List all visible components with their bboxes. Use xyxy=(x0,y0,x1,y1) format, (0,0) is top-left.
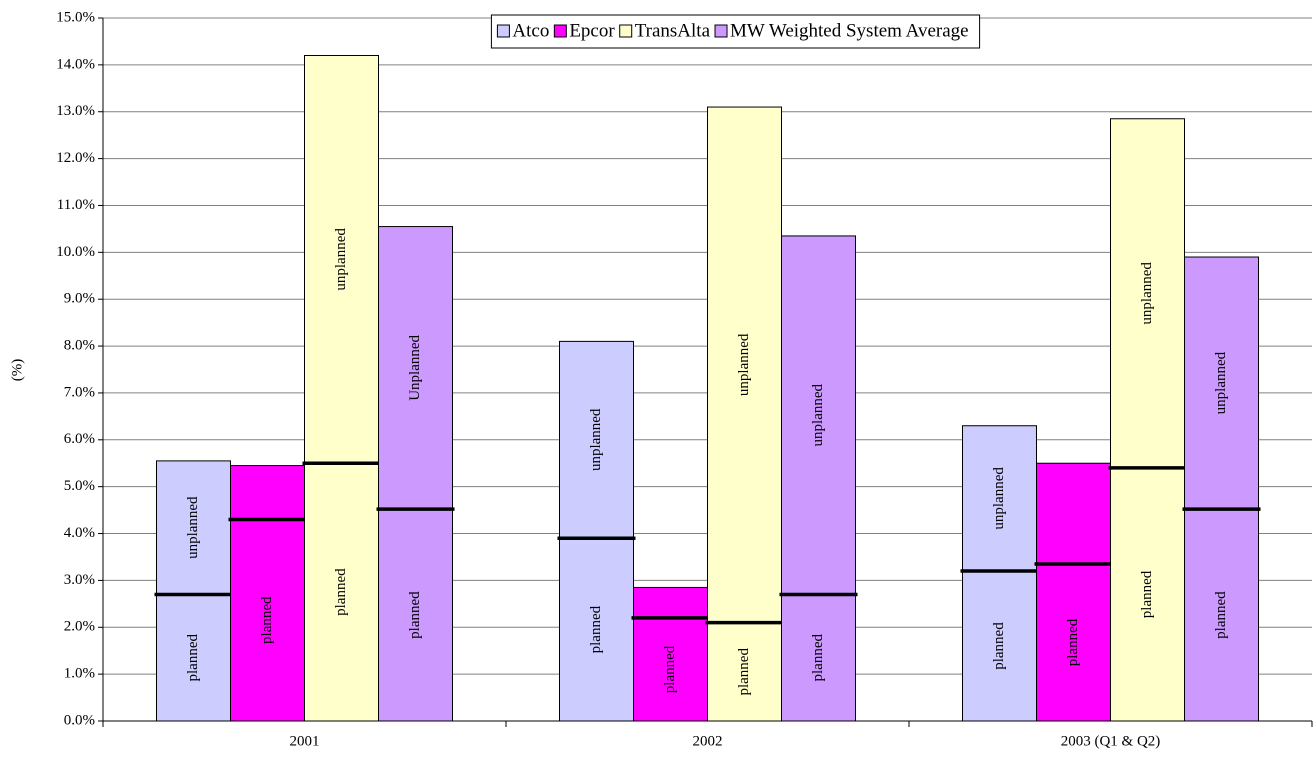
segment-label: unplanned xyxy=(1139,262,1155,325)
bar-planned xyxy=(378,508,453,722)
segment-label: planned xyxy=(185,633,201,681)
bar-planned xyxy=(633,617,708,722)
y-tick-label: 3.0% xyxy=(64,572,95,588)
legend-box xyxy=(490,14,981,49)
segment-label: planned xyxy=(407,591,423,639)
y-tick-label: 12.0% xyxy=(56,150,95,166)
x-tick-label: 2001 xyxy=(290,733,320,749)
bar-unplanned xyxy=(304,54,379,464)
bar-unplanned xyxy=(559,340,634,539)
legend-swatch xyxy=(619,24,633,38)
bar-unplanned xyxy=(156,460,231,595)
bar-unplanned xyxy=(378,226,453,510)
y-tick-label: 9.0% xyxy=(64,291,95,307)
bar-planned xyxy=(1036,563,1111,722)
y-tick-label: 8.0% xyxy=(64,338,95,354)
y-tick-label: 7.0% xyxy=(64,384,95,400)
legend-label: MW Weighted System Average xyxy=(730,20,969,41)
segment-label: planned xyxy=(810,633,826,681)
bar-unplanned xyxy=(1036,462,1111,565)
legend-swatch xyxy=(553,24,567,38)
legend: Atco Epcor TransAlta MW Weighted System Ave… xyxy=(490,14,981,49)
segment-label: planned xyxy=(662,645,678,693)
segment-label: unplanned xyxy=(810,383,826,446)
bar-unplanned xyxy=(781,235,856,595)
segment-label: planned xyxy=(259,596,275,644)
y-axis-label: (%) xyxy=(9,359,25,382)
segment-label: planned xyxy=(333,568,349,616)
legend-swatch xyxy=(496,24,510,38)
bar-planned xyxy=(962,570,1037,722)
y-tick-label: 14.0% xyxy=(56,56,95,72)
legend-label: TransAlta xyxy=(635,20,711,41)
bar-unplanned xyxy=(707,106,782,624)
bar-unplanned xyxy=(230,465,305,520)
y-tick-label: 2.0% xyxy=(64,619,95,635)
bar-planned xyxy=(156,593,231,722)
y-tick-label: 1.0% xyxy=(64,666,95,682)
y-tick-label: 0.0% xyxy=(64,712,95,728)
bar-planned xyxy=(707,622,782,722)
bar-unplanned xyxy=(633,586,708,619)
segment-label: unplanned xyxy=(736,333,752,396)
segment-label: planned xyxy=(991,622,1007,670)
x-tick-label: 2002 xyxy=(693,733,723,749)
segment-label: planned xyxy=(588,605,604,653)
y-tick-label: 5.0% xyxy=(64,478,95,494)
y-tick-label: 15.0% xyxy=(56,9,95,25)
legend-swatch xyxy=(714,24,728,38)
y-tick-label: 13.0% xyxy=(56,103,95,119)
segment-label: unplanned xyxy=(333,228,349,291)
legend-label: Atco xyxy=(512,20,549,41)
legend-label: Epcor xyxy=(569,20,615,41)
segment-label: planned xyxy=(1139,570,1155,618)
y-tick-label: 4.0% xyxy=(64,525,95,541)
segment-label: unplanned xyxy=(185,496,201,559)
segment-label: unplanned xyxy=(1213,351,1229,414)
segment-label: planned xyxy=(736,648,752,696)
segment-label: unplanned xyxy=(588,408,604,471)
y-tick-label: 6.0% xyxy=(64,431,95,447)
segment-label: Unplanned xyxy=(407,334,423,400)
x-tick-label: 2003 (Q1 & Q2) xyxy=(1061,733,1161,749)
segment-label: planned xyxy=(1213,591,1229,639)
y-tick-label: 10.0% xyxy=(56,244,95,260)
segment-label: planned xyxy=(1065,618,1081,666)
bar-planned xyxy=(230,518,305,722)
bar-unplanned xyxy=(962,425,1037,572)
segment-label: unplanned xyxy=(991,467,1007,530)
y-tick-label: 11.0% xyxy=(57,197,95,213)
